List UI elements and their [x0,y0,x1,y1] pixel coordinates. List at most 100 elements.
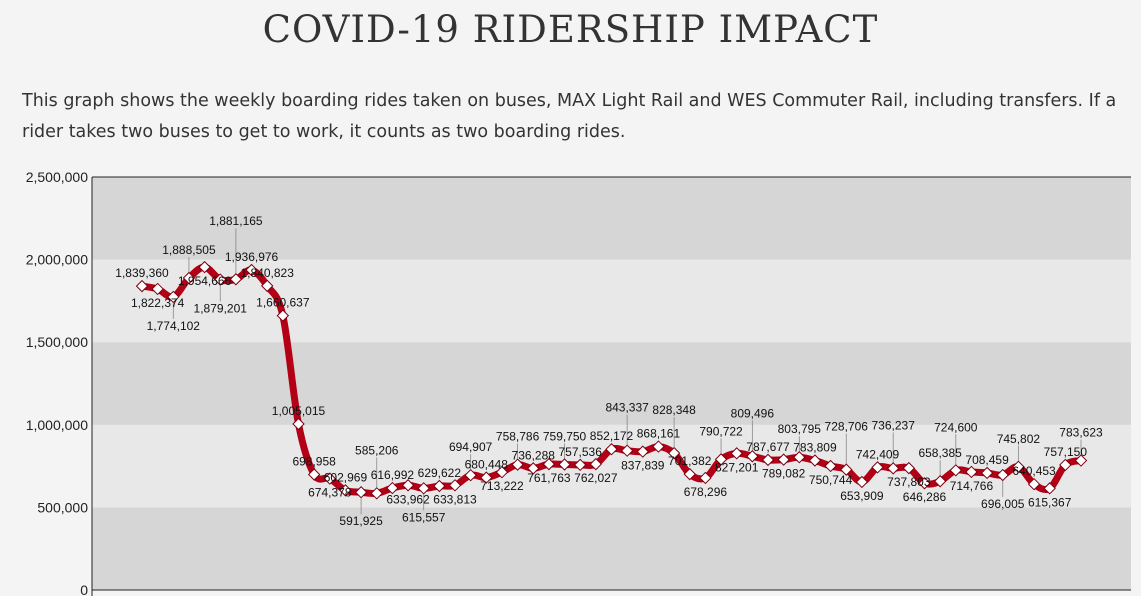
data-point-marker [886,462,900,475]
data-point-marker [620,444,634,457]
data-point-marker [198,260,211,274]
data-label: 1,879,201 [194,302,248,316]
data-point-marker [949,464,963,477]
data-point-marker [980,466,994,480]
data-point-marker [761,453,775,467]
data-label: 633,813 [433,492,477,506]
y-tick-label: 1,000,000 [26,417,88,433]
data-label: 585,206 [355,443,399,457]
data-label: 827,201 [715,460,759,474]
data-point-marker [542,457,556,471]
data-label: 680,448 [465,458,509,472]
data-label: 646,286 [903,490,947,504]
data-point-marker [401,479,415,492]
data-label: 1,888,505 [162,243,216,257]
data-point-marker [1074,454,1088,467]
data-point-marker [871,461,884,474]
data-label: 787,677 [746,440,790,454]
data-point-marker [808,454,822,467]
data-label: 1,660,637 [256,296,310,310]
data-label: 701,382 [668,454,712,468]
data-point-marker [386,481,399,495]
data-point-marker [495,465,509,479]
y-tick-label: 2,000,000 [26,252,88,268]
data-label: 759,750 [543,429,587,443]
data-label: 1,954,666 [178,274,232,288]
data-label: 728,706 [825,420,869,434]
data-label: 762,027 [574,471,618,485]
data-label: 736,288 [512,448,556,462]
data-label: 694,907 [449,440,493,454]
data-label: 837,839 [621,459,665,473]
data-label: 761,763 [527,471,571,485]
data-label: 615,367 [1028,495,1072,509]
y-tick-label: 500,000 [37,499,88,515]
data-label: 809,496 [731,406,775,420]
data-point-marker [699,471,712,485]
data-point-marker [573,458,587,472]
data-point-marker [855,475,869,489]
data-point-marker [965,465,978,479]
data-point-marker [433,479,446,493]
data-label: 678,296 [684,485,728,499]
data-point-marker [1012,460,1025,474]
data-point-marker [480,471,493,484]
data-label: 742,409 [856,447,900,461]
data-point-marker [229,273,243,286]
data-point-marker [135,279,149,293]
data-label: 736,237 [872,418,916,432]
data-label: 757,150 [1044,445,1088,459]
data-point-marker [1059,458,1072,472]
data-label: 868,161 [637,427,681,441]
data-label: 1,839,360 [115,266,169,280]
data-point-marker [714,453,728,466]
data-label: 1,840,823 [241,266,295,280]
data-label: 828,348 [652,403,696,417]
data-point-marker [667,446,681,460]
y-tick-label: 1,500,000 [26,334,88,350]
data-label: 1,005,015 [272,404,326,418]
data-label: 843,337 [605,401,649,415]
data-point-marker [683,467,696,481]
data-point-marker [370,487,383,500]
data-point-marker [307,468,321,481]
data-point-marker [652,440,665,453]
data-point-marker [511,458,524,471]
data-point-marker [902,461,916,475]
data-point-marker [730,447,743,460]
data-label: 737,803 [887,475,931,489]
data-label: 698,958 [292,455,336,469]
data-label: 629,622 [418,466,462,480]
data-point-marker [605,443,618,456]
data-point-marker [793,451,806,464]
data-label: 790,722 [699,424,743,438]
data-point-marker [558,458,571,471]
grid-band [92,342,1131,425]
data-point-marker [746,450,759,463]
y-tick-label: 2,500,000 [26,169,88,185]
data-point-marker [636,445,650,458]
data-label: 758,786 [496,430,540,444]
data-label: 674,378 [308,486,352,500]
data-label: 724,600 [934,420,978,434]
data-label: 633,962 [386,492,430,506]
data-label: 696,005 [981,497,1025,511]
data-label: 745,802 [997,432,1041,446]
grid-band [92,507,1131,590]
data-label: 789,082 [762,467,806,481]
data-label: 713,222 [480,479,524,493]
data-label: 708,459 [965,453,1009,467]
data-label: 602,969 [324,470,368,484]
data-label: 1,936,976 [225,250,279,264]
data-point-marker [276,309,290,322]
data-label: 591,925 [339,514,383,528]
data-point-marker [245,263,258,277]
data-point-marker [214,273,227,286]
data-label: 803,795 [778,422,822,436]
data-label: 1,881,165 [209,214,263,228]
data-point-marker [996,468,1009,482]
data-point-marker [339,484,352,497]
data-label: 658,385 [918,446,962,460]
data-label: 783,809 [793,441,837,455]
